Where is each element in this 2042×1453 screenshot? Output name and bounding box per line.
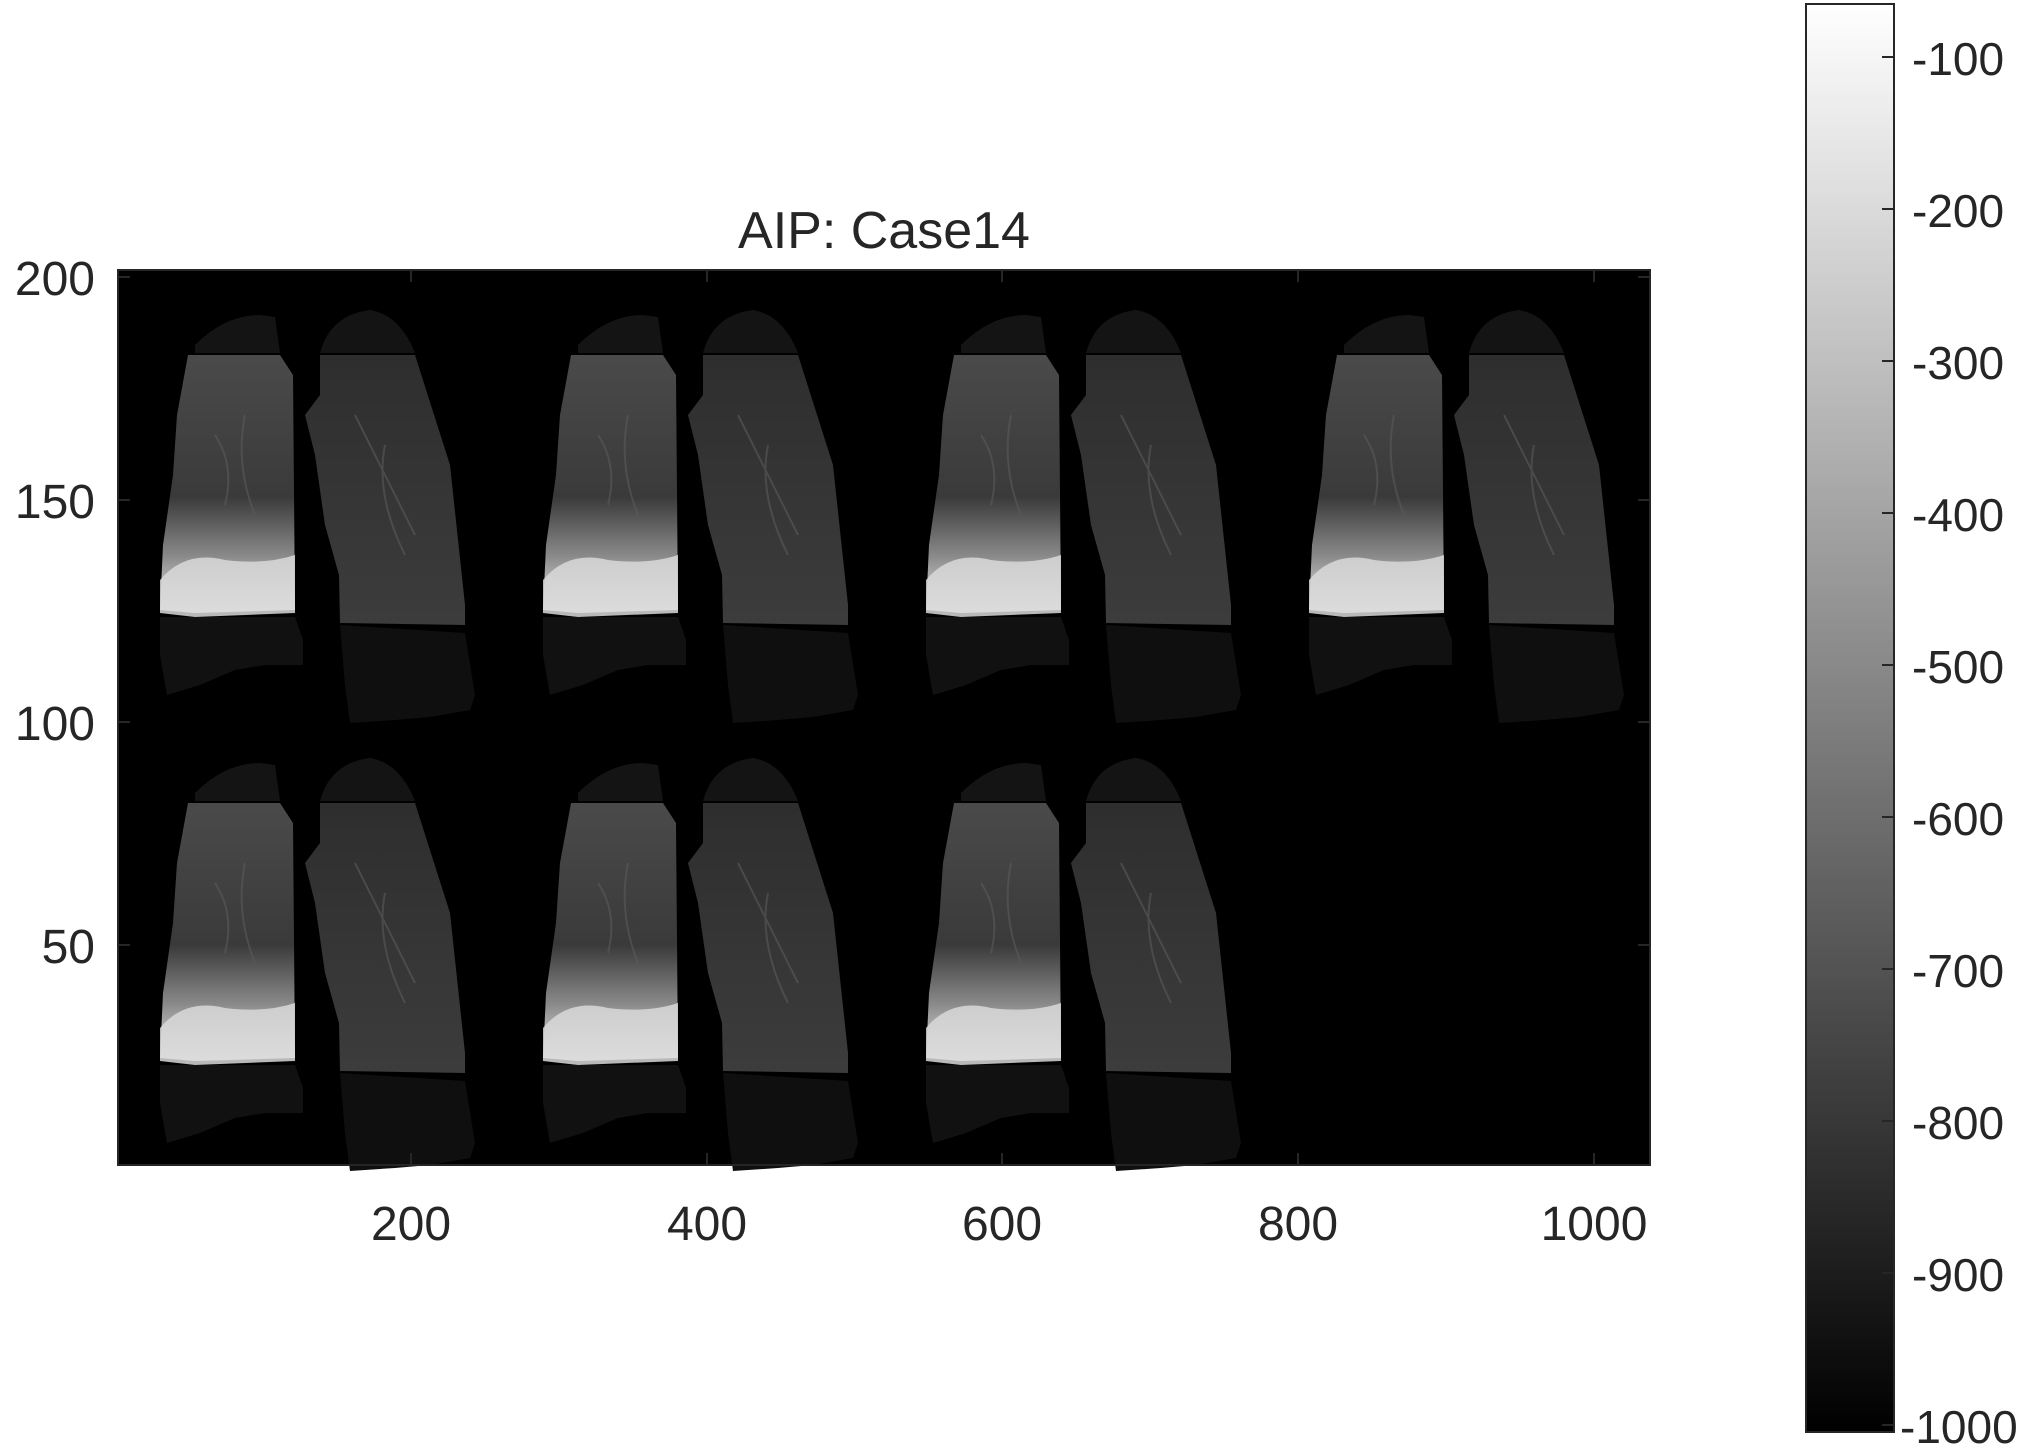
y-tick-label: 100 <box>15 698 95 751</box>
y-tick-label: 200 <box>15 253 95 306</box>
colorbar-tick-label: -1000 <box>1900 1401 2018 1453</box>
axes-frame <box>117 269 1651 1166</box>
colorbar-ticks <box>1882 56 1894 1426</box>
colorbar: -100 -200 -300 -400 -500 -600 -700 -800 … <box>1805 3 2018 1453</box>
colorbar-tick-label: -300 <box>1912 337 2004 389</box>
figure-title: AIP: Case14 <box>738 202 1030 260</box>
colorbar-tick-labels: -100 -200 -300 -400 -500 -600 -700 -800 … <box>1900 33 2018 1453</box>
colorbar-tick-label: -500 <box>1912 641 2004 693</box>
x-tick-label: 200 <box>371 1198 451 1251</box>
x-ticks <box>410 270 1595 1165</box>
y-tick-label: 150 <box>15 476 95 529</box>
image-axes: 200 400 600 800 1000 200 150 100 50 AIP:… <box>15 202 1651 1251</box>
y-tick-label: 50 <box>42 921 95 974</box>
y-tick-labels: 200 150 100 50 <box>15 253 95 974</box>
x-tick-label: 800 <box>1258 1198 1338 1251</box>
colorbar-tick-label: -900 <box>1912 1249 2004 1301</box>
y-ticks <box>118 276 1650 946</box>
colorbar-gradient <box>1805 3 1895 1433</box>
x-tick-label: 600 <box>962 1198 1042 1251</box>
colorbar-tick-label: -600 <box>1912 793 2004 845</box>
x-tick-label: 400 <box>667 1198 747 1251</box>
x-tick-labels: 200 400 600 800 1000 <box>371 1198 1647 1251</box>
colorbar-tick-label: -200 <box>1912 185 2004 237</box>
colorbar-tick-label: -100 <box>1912 33 2004 85</box>
colorbar-tick-label: -800 <box>1912 1097 2004 1149</box>
colorbar-tick-label: -700 <box>1912 945 2004 997</box>
x-tick-label: 1000 <box>1541 1198 1648 1251</box>
colorbar-tick-label: -400 <box>1912 489 2004 541</box>
